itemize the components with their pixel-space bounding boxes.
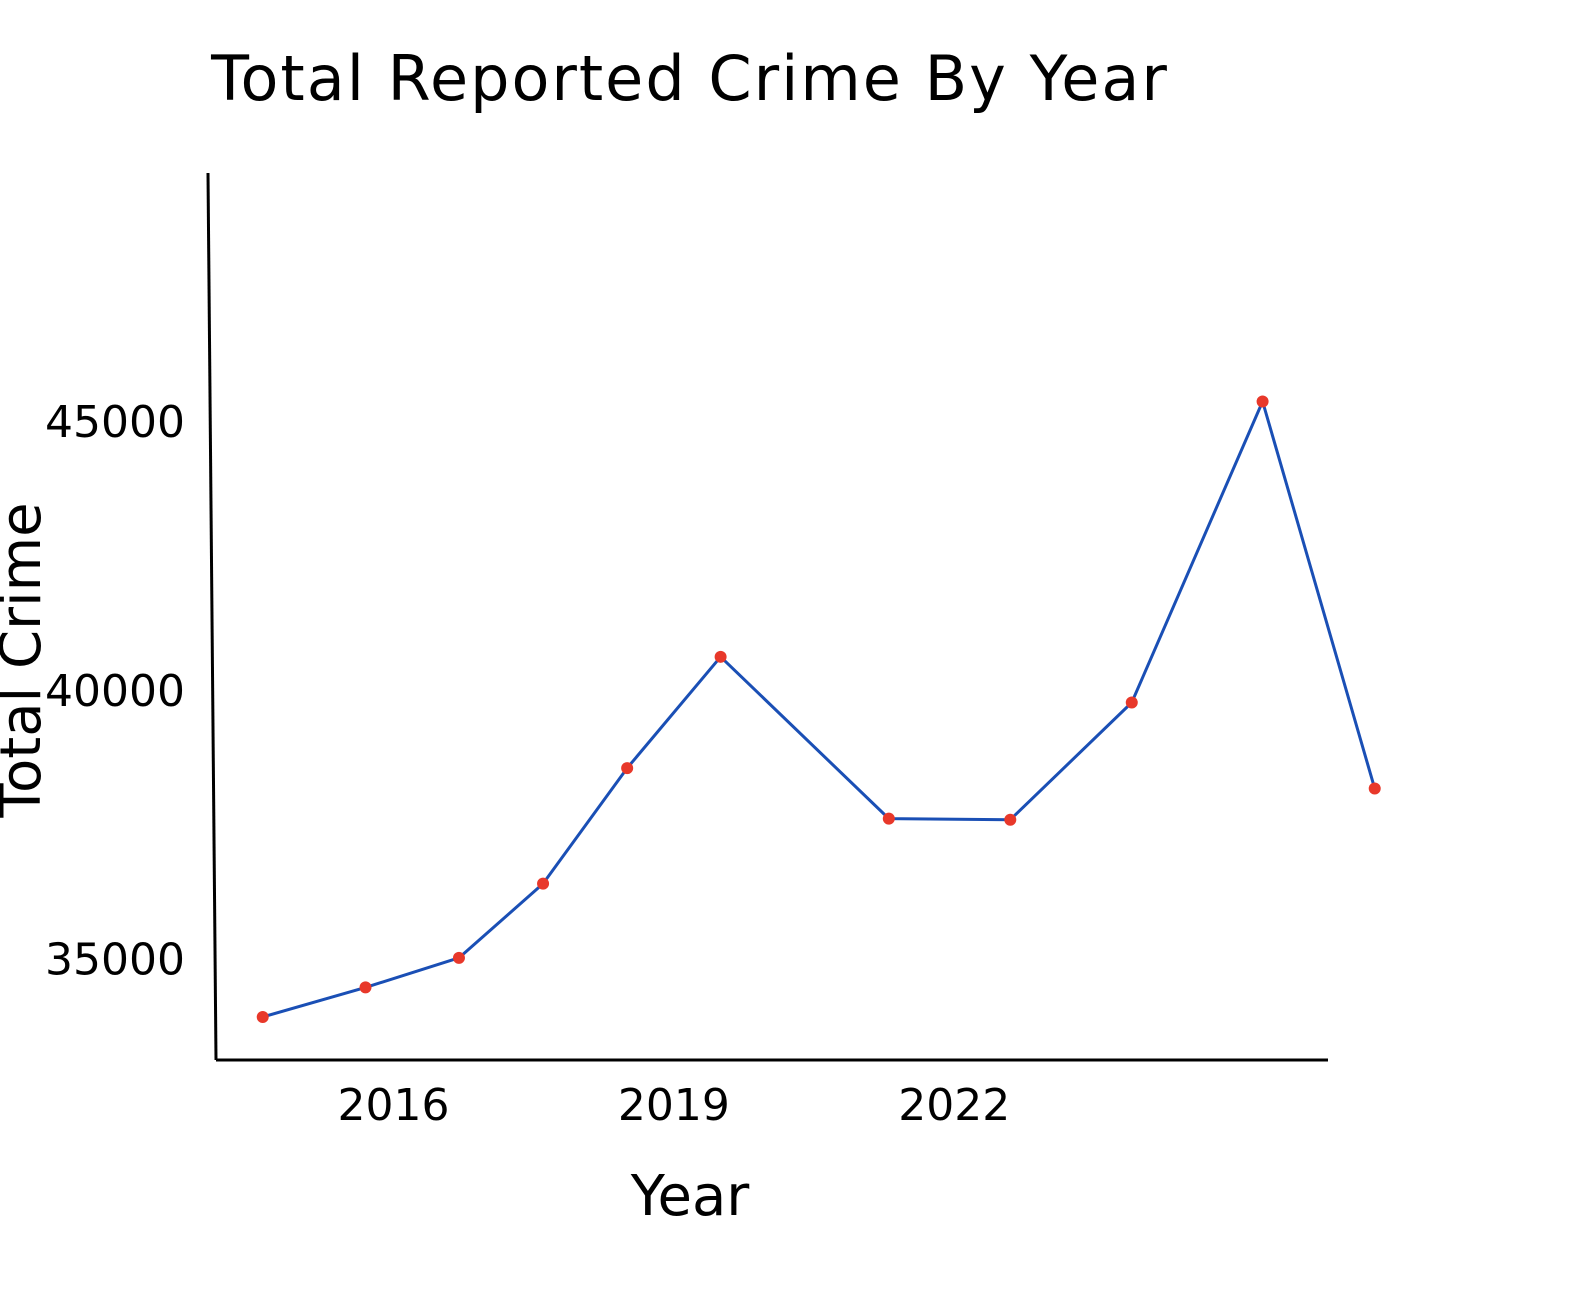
data-point bbox=[537, 877, 550, 890]
y-axis-label: Total Crime bbox=[0, 502, 54, 818]
x-tick-label: 2019 bbox=[618, 1080, 730, 1131]
data-point bbox=[1368, 782, 1381, 795]
x-axis-label: Year bbox=[630, 1164, 751, 1229]
series-line bbox=[262, 399, 1377, 1019]
y-axis bbox=[206, 172, 218, 1061]
y-tick-label: 45000 bbox=[45, 397, 185, 448]
data-point bbox=[714, 650, 727, 663]
data-point bbox=[256, 1010, 269, 1023]
y-tick-label: 35000 bbox=[45, 935, 185, 986]
x-tick-label: 2016 bbox=[338, 1080, 450, 1131]
data-point bbox=[1256, 395, 1269, 408]
data-point bbox=[1004, 813, 1017, 826]
data-point bbox=[882, 812, 895, 825]
chart-title: Total Reported Crime By Year bbox=[210, 42, 1169, 115]
x-tick-label: 2022 bbox=[898, 1080, 1010, 1131]
y-tick-label: 40000 bbox=[45, 666, 185, 717]
tick-labels: 2016 2019 2022 35000 40000 45000 bbox=[45, 397, 1010, 1131]
data-point bbox=[452, 951, 465, 964]
series-group bbox=[256, 395, 1381, 1023]
data-point bbox=[621, 762, 634, 775]
data-point bbox=[1125, 696, 1138, 709]
data-point bbox=[359, 981, 372, 994]
